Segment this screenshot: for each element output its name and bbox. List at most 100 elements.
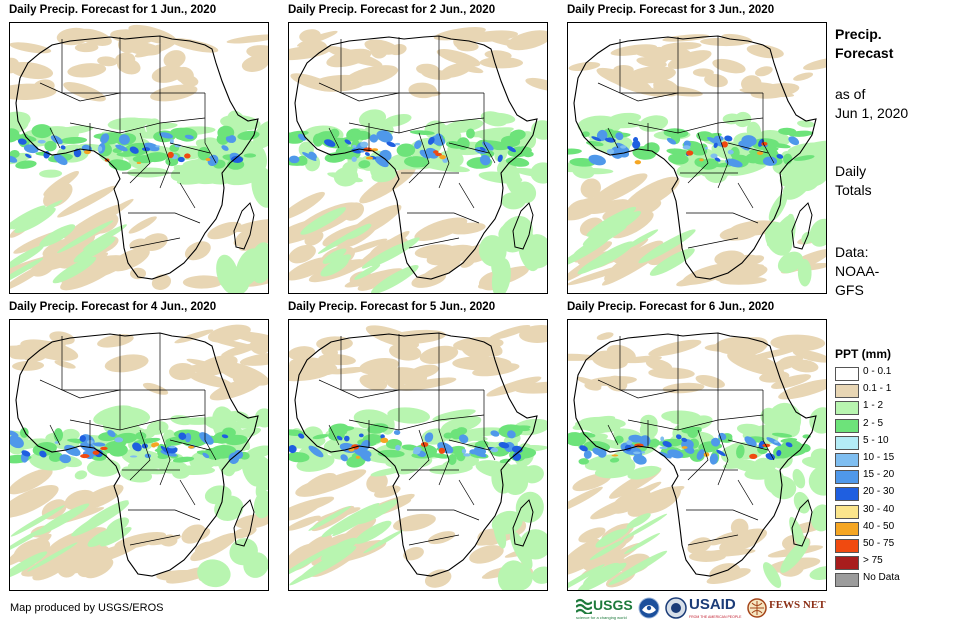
precip-area — [37, 139, 46, 144]
precip-area — [641, 451, 646, 454]
precip-area — [531, 120, 547, 140]
precip-area — [653, 79, 680, 97]
precip-area — [730, 146, 740, 159]
precip-area — [803, 57, 826, 71]
precip-area — [662, 34, 710, 42]
precip-area — [469, 545, 504, 564]
precip-area — [793, 72, 814, 81]
precip-area — [221, 343, 259, 357]
precip-area — [568, 486, 603, 514]
precip-area — [27, 542, 78, 572]
precip-area — [289, 445, 297, 454]
precip-area — [92, 450, 100, 455]
precip-area — [107, 429, 116, 438]
precip-area — [432, 409, 476, 422]
precip-area — [312, 434, 329, 440]
precip-area — [586, 140, 604, 147]
precip-area — [358, 433, 364, 438]
precip-area — [320, 257, 349, 277]
precip-area — [100, 527, 132, 547]
precip-area — [645, 358, 673, 372]
precip-area — [776, 449, 782, 457]
precip-area — [39, 224, 76, 247]
precip-area — [116, 152, 133, 157]
precip-area — [63, 82, 106, 102]
precip-area — [74, 470, 88, 480]
precip-area — [428, 136, 435, 145]
precip-area — [580, 178, 601, 199]
precip-area — [15, 160, 37, 169]
precip-area — [798, 443, 811, 453]
country-border — [737, 479, 754, 506]
precip-area — [329, 128, 340, 139]
precip-area — [110, 29, 154, 45]
precip-area — [369, 134, 378, 143]
precip-area — [289, 155, 300, 164]
precip-area — [744, 436, 757, 447]
precip-area — [299, 29, 321, 43]
precip-area — [321, 503, 380, 538]
precip-map — [288, 319, 548, 591]
precip-area — [461, 448, 467, 454]
country-border — [204, 93, 217, 164]
country-border — [687, 429, 709, 481]
country-border — [129, 534, 181, 546]
precip-area — [169, 138, 174, 145]
side-title-line2: Forecast — [835, 45, 894, 61]
precip-area — [346, 238, 388, 254]
legend-label: 15 - 20 — [863, 469, 895, 481]
precip-area — [638, 229, 696, 264]
usaid-logo: USAID FROM THE AMERICAN PEOPLE — [689, 596, 745, 620]
precip-area — [725, 158, 743, 168]
precip-area — [778, 378, 826, 400]
precip-area — [289, 257, 332, 281]
precip-area — [626, 513, 651, 529]
precip-area — [203, 170, 232, 185]
precip-area — [367, 423, 389, 434]
precip-area — [197, 146, 211, 161]
side-totals: Daily Totals — [835, 162, 872, 200]
precip-area — [19, 427, 29, 438]
precip-area — [797, 258, 812, 287]
precip-area — [746, 44, 784, 59]
usgs-tagline: science for a changing world — [576, 615, 627, 620]
precip-area — [463, 453, 471, 457]
precip-area — [431, 135, 446, 146]
precip-area — [653, 46, 692, 60]
precip-area — [778, 127, 797, 135]
country-border — [438, 93, 450, 189]
legend-label: 5 - 10 — [863, 434, 889, 446]
precip-area — [327, 366, 369, 375]
precip-area — [793, 491, 811, 514]
precip-area — [507, 430, 516, 439]
precip-area — [174, 329, 214, 344]
precip-area — [225, 136, 233, 143]
precip-area — [493, 518, 507, 549]
precip-area — [25, 153, 32, 159]
precip-area — [505, 157, 530, 167]
precip-map — [567, 22, 827, 294]
precip-area — [738, 142, 750, 151]
side-data: Data: NOAA- GFS — [835, 243, 879, 300]
precip-area — [141, 233, 168, 252]
precip-area — [82, 224, 127, 251]
precip-area — [686, 150, 694, 156]
precip-area — [414, 244, 457, 259]
precip-area — [186, 358, 238, 375]
precip-area — [327, 172, 364, 183]
precip-area — [769, 475, 797, 500]
precip-area — [447, 453, 457, 465]
precip-area — [716, 449, 726, 457]
precip-area — [343, 202, 365, 221]
precip-area — [768, 192, 788, 222]
country-border — [39, 379, 121, 399]
precip-area — [704, 146, 708, 150]
precip-area — [482, 141, 494, 151]
precip-area — [100, 446, 108, 451]
precip-area — [633, 454, 647, 465]
precip-area — [666, 148, 690, 156]
precip-area — [568, 432, 587, 447]
precip-area — [302, 469, 367, 497]
country-border — [159, 390, 171, 486]
precip-area — [479, 154, 491, 166]
